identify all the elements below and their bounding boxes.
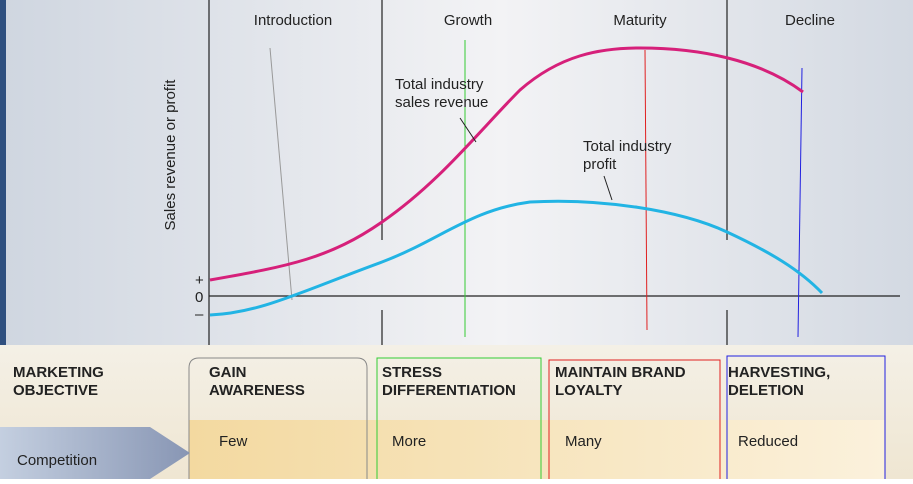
axes [208,0,900,345]
decline-line [797,67,803,338]
maturity-line [644,49,648,331]
stage-label: Decline [785,12,835,29]
curve-label: Total industry [395,76,484,93]
competition-value: Few [219,433,248,450]
profit-pointer [603,175,613,201]
curve-label: Total industry [583,138,672,155]
sales-pointer [459,117,477,143]
objective: MAINTAIN BRAND [555,364,686,381]
row-header: OBJECTIVE [13,382,98,399]
competition-label: Competition [17,452,97,469]
objective: GAIN [209,364,247,381]
axis-marker: 0 [195,289,203,306]
competition-value: Many [565,433,602,450]
stage-label: Introduction [254,12,332,29]
competition-value: Reduced [738,433,798,450]
axis-label: Sales revenue or profit [162,79,179,231]
intro-pointer [269,47,293,301]
stage-label: Maturity [613,12,667,29]
curve-label: sales revenue [395,94,488,111]
objective: AWARENESS [209,382,305,399]
objective: HARVESTING, [728,364,830,381]
curve-label: profit [583,156,617,173]
objective: STRESS [382,364,442,381]
axis-marker: – [195,306,204,323]
stage-label: Growth [444,12,492,29]
profit-curve [209,199,824,317]
objective: LOYALTY [555,382,623,399]
sales-curve [209,46,804,282]
axis-marker: + [195,272,204,289]
competition-arrow [0,427,190,479]
intro-box [188,357,368,479]
objective: DELETION [728,382,804,399]
chart-background [0,0,913,345]
left-bar [0,0,6,345]
competition-value: More [392,433,426,450]
competition-row [189,420,885,479]
objective: DIFFERENTIATION [382,382,516,399]
row-header: MARKETING [13,364,104,381]
